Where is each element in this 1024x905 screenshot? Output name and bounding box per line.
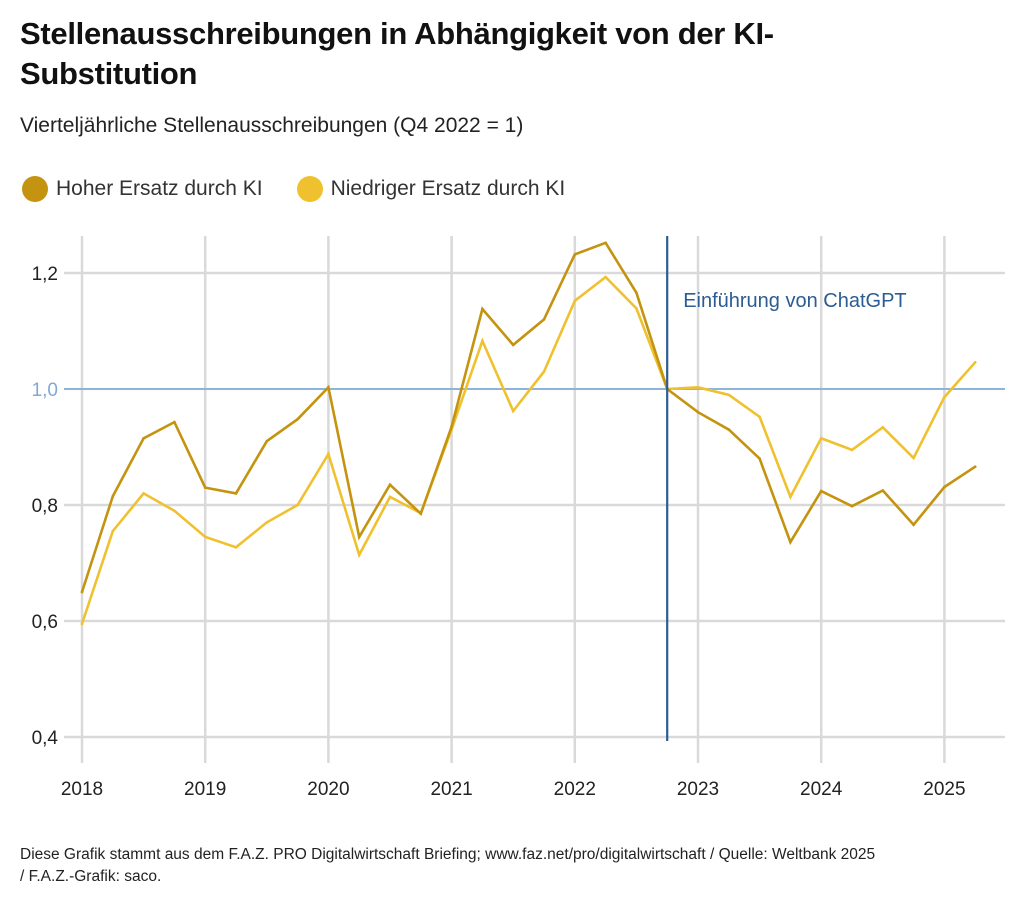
data-point-niedriger: [973, 361, 977, 364]
data-point-niedriger: [111, 529, 115, 533]
data-point-hoher: [912, 523, 915, 527]
data-point-hoher: [542, 318, 546, 321]
data-point-hoher: [481, 307, 484, 311]
legend-label-niedriger: Niedriger Ersatz durch KI: [330, 177, 566, 200]
footer-line-1: Diese Grafik stammt aus dem F.A.Z. PRO D…: [20, 846, 876, 863]
y-tick-label: 1,2: [32, 264, 58, 285]
x-tick-label: 2019: [184, 779, 226, 800]
data-point-hoher: [203, 486, 207, 489]
chatgpt-launch-label: Einführung von ChatGPT: [683, 290, 906, 312]
data-point-hoher: [450, 425, 453, 429]
data-point-hoher: [943, 485, 946, 489]
data-point-niedriger: [573, 299, 577, 303]
data-point-hoher: [727, 428, 731, 431]
data-point-niedriger: [327, 452, 330, 456]
chart-title: Stellenausschreibungen in Abhängigkeit v…: [20, 16, 774, 91]
source-footer: Diese Grafik stammt aus dem F.A.Z. PRO D…: [20, 844, 1020, 888]
data-point-hoher: [80, 590, 84, 594]
data-point-hoher: [388, 483, 392, 487]
data-point-niedriger: [727, 393, 731, 397]
x-tick-label: 2020: [307, 779, 349, 800]
data-point-niedriger: [789, 495, 792, 499]
x-tick-label: 2023: [677, 779, 719, 800]
x-tick-label: 2021: [430, 779, 472, 800]
data-point-hoher: [357, 535, 361, 539]
legend-item-niedriger: Niedriger Ersatz durch KI: [296, 176, 566, 202]
data-point-niedriger: [696, 385, 700, 389]
vertical-gridlines: [80, 236, 946, 763]
x-tick-label: 2022: [554, 779, 596, 800]
legend-item-hoher: Hoher Ersatz durch KI: [22, 176, 263, 202]
series-line-hoher: [80, 241, 977, 594]
y-tick-label: 1,0: [32, 380, 58, 401]
data-point-hoher: [573, 253, 577, 256]
data-point-niedriger: [296, 503, 299, 507]
legend: Hoher Ersatz durch KI Niedriger Ersatz d…: [22, 176, 565, 202]
chart-subtitle: Vierteljährliche Stellenausschreibungen …: [20, 114, 524, 137]
x-tick-label: 2025: [923, 779, 965, 800]
data-point-hoher: [234, 492, 238, 495]
data-point-niedriger: [265, 521, 269, 524]
data-point-niedriger: [819, 437, 823, 440]
data-point-niedriger: [511, 409, 515, 413]
data-point-hoher: [881, 489, 885, 492]
data-point-hoher: [327, 385, 330, 389]
data-point-niedriger: [850, 448, 854, 452]
x-tick-label: 2024: [800, 779, 843, 800]
data-point-hoher: [265, 439, 269, 443]
data-point-niedriger: [758, 415, 761, 419]
data-point-niedriger: [943, 395, 946, 399]
data-point-hoher: [604, 241, 607, 245]
data-point-niedriger: [881, 425, 885, 429]
data-point-hoher: [419, 512, 423, 515]
data-point-hoher: [635, 291, 638, 295]
data-point-hoher: [973, 465, 977, 469]
data-point-hoher: [296, 417, 299, 421]
y-tick-label: 0,4: [32, 728, 59, 749]
line-chart: 0,4 0,6 0,8 1,0 1,2 2018 2019 2020 2021 2022 2023…: [32, 236, 1005, 800]
data-point-niedriger: [912, 456, 915, 460]
data-point-niedriger: [635, 307, 638, 310]
data-point-niedriger: [80, 622, 84, 626]
data-point-hoher: [696, 410, 700, 414]
data-point-niedriger: [481, 339, 484, 343]
data-point-hoher: [758, 457, 761, 460]
legend-swatch-niedriger: [296, 176, 323, 202]
data-point-hoher: [789, 540, 792, 544]
annotations: Einführung von ChatGPT: [666, 236, 907, 741]
data-point-niedriger: [604, 275, 607, 279]
x-tick-label: 2018: [61, 779, 103, 800]
series-lines: [80, 241, 977, 626]
legend-swatch-hoher: [22, 176, 48, 202]
data-point-hoher: [511, 343, 515, 347]
data-point-niedriger: [388, 495, 392, 499]
data-point-niedriger: [203, 535, 207, 539]
legend-label-hoher: Hoher Ersatz durch KI: [56, 177, 263, 200]
data-point-hoher: [819, 489, 823, 493]
data-point-hoher: [142, 437, 145, 440]
data-point-niedriger: [357, 553, 361, 557]
horizontal-gridlines: [64, 271, 1005, 739]
data-point-niedriger: [173, 509, 176, 513]
data-point-hoher: [111, 495, 115, 498]
data-point-niedriger: [542, 370, 546, 373]
data-point-hoher: [173, 420, 176, 424]
data-point-hoher: [850, 504, 854, 508]
y-tick-label: 0,8: [32, 496, 58, 517]
series-line-niedriger: [80, 275, 977, 626]
x-axis-ticks: 2018 2019 2020 2021 2022 2023 2024 2025: [61, 779, 966, 800]
data-point-niedriger: [234, 546, 238, 549]
y-tick-label: 0,6: [32, 612, 58, 633]
footer-line-2: / F.A.Z.-Grafik: saco.: [20, 868, 162, 885]
y-axis-ticks: 0,4 0,6 0,8 1,0 1,2: [32, 264, 59, 749]
data-point-niedriger: [142, 492, 145, 495]
